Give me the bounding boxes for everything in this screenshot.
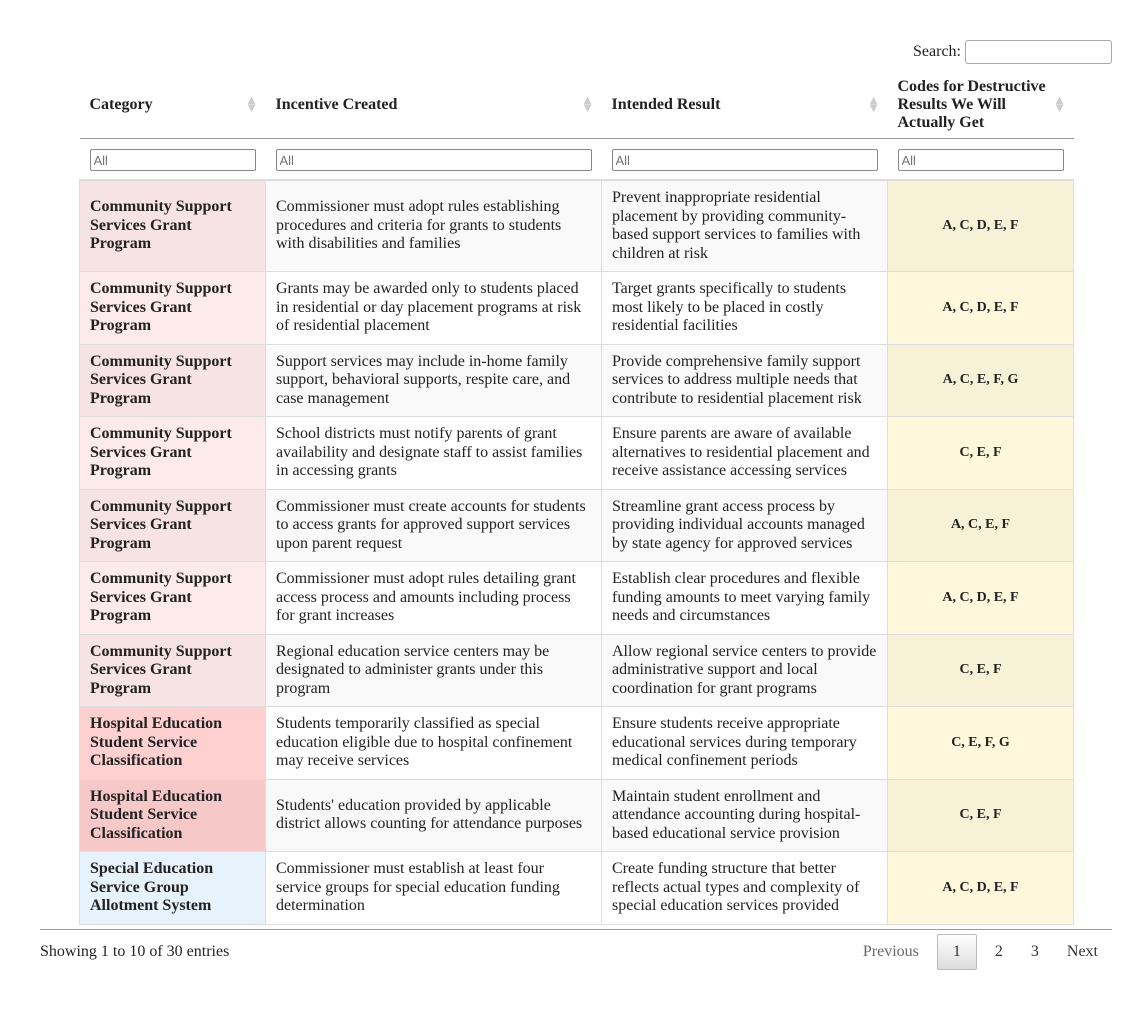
search-label: Search:: [913, 43, 961, 60]
cell-category: Community Support Services Grant Program: [79, 179, 266, 272]
cell-category: Community Support Services Grant Program: [79, 416, 266, 490]
column-header-incentive[interactable]: Incentive Created ▲ ▼: [265, 72, 602, 139]
cell-result: Target grants specifically to students m…: [601, 271, 888, 345]
page-button-3[interactable]: 3: [1030, 943, 1039, 960]
column-header-category[interactable]: Category ▲ ▼: [79, 72, 266, 139]
cell-category: Special Education Service Group Allotmen…: [79, 851, 266, 925]
cell-result: Allow regional service centers to provid…: [601, 633, 888, 707]
cell-codes: A, C, E, F: [887, 488, 1074, 562]
cell-incentive: School districts must notify parents of …: [265, 416, 602, 490]
table-row: Community Support Services Grant Program…: [79, 488, 1074, 562]
cell-codes: A, C, D, E, F: [887, 179, 1074, 272]
cell-codes: A, C, D, E, F: [887, 271, 1074, 345]
footer-divider: [40, 929, 1112, 930]
filter-input-category[interactable]: [89, 149, 256, 171]
cell-codes: C, E, F: [887, 416, 1074, 490]
cell-incentive: Support services may include in-home fam…: [265, 343, 602, 417]
search-area: Search:: [913, 40, 1112, 64]
data-table: Category ▲ ▼ Incentive Created ▲ ▼ Intended …: [79, 72, 1074, 925]
cell-incentive: Commissioner must create accounts for st…: [265, 488, 602, 562]
cell-codes: A, C, E, F, G: [887, 343, 1074, 417]
column-header-label: Intended Result: [611, 96, 721, 113]
cell-codes: A, C, D, E, F: [887, 851, 1074, 925]
cell-category: Hospital Education Student Service Class…: [79, 706, 266, 780]
table-row: Community Support Services Grant Program…: [79, 416, 1074, 490]
cell-result: Streamline grant access process by provi…: [601, 488, 888, 562]
sort-icon: ▲ ▼: [247, 95, 256, 114]
sort-icon: ▲ ▼: [583, 95, 592, 114]
cell-category: Community Support Services Grant Program: [79, 271, 266, 345]
cell-result: Create funding structure that better ref…: [601, 851, 888, 925]
pagination: Previous 1 2 3 Next: [849, 934, 1112, 970]
table-row: Community Support Services Grant Program…: [79, 343, 1074, 417]
column-header-result[interactable]: Intended Result ▲ ▼: [601, 72, 888, 139]
sort-icon: ▲ ▼: [869, 95, 878, 114]
cell-category: Community Support Services Grant Program: [79, 561, 266, 635]
cell-incentive: Commissioner must adopt rules detailing …: [265, 561, 602, 635]
cell-category: Community Support Services Grant Program: [79, 343, 266, 417]
filter-input-result[interactable]: [611, 149, 878, 171]
cell-result: Establish clear procedures and flexible …: [601, 561, 888, 635]
cell-result: Provide comprehensive family support ser…: [601, 343, 888, 417]
filter-input-incentive[interactable]: [275, 149, 592, 171]
cell-result: Prevent inappropriate residential placem…: [601, 179, 888, 272]
next-button[interactable]: Next: [1066, 943, 1098, 960]
cell-incentive: Grants may be awarded only to students p…: [265, 271, 602, 345]
cell-category: Community Support Services Grant Program: [79, 633, 266, 707]
cell-incentive: Students' education provided by applicab…: [265, 778, 602, 852]
filter-row: [79, 138, 1074, 181]
table-body: Community Support Services Grant Program…: [79, 179, 1074, 925]
cell-category: Hospital Education Student Service Class…: [79, 778, 266, 852]
cell-codes: A, C, D, E, F: [887, 561, 1074, 635]
table-row: Community Support Services Grant Program…: [79, 633, 1074, 707]
cell-incentive: Commissioner must establish at least fou…: [265, 851, 602, 925]
table-info: Showing 1 to 10 of 30 entries: [40, 943, 230, 960]
column-header-label: Codes for Destructive Results We Will Ac…: [897, 78, 1046, 131]
cell-codes: C, E, F: [887, 778, 1074, 852]
cell-incentive: Students temporarily classified as speci…: [265, 706, 602, 780]
search-input[interactable]: [965, 40, 1112, 64]
page-button-2[interactable]: 2: [994, 943, 1003, 960]
cell-incentive: Regional education service centers may b…: [265, 633, 602, 707]
sort-icon: ▲ ▼: [1055, 95, 1064, 114]
previous-button[interactable]: Previous: [862, 943, 919, 960]
table-row: Community Support Services Grant Program…: [79, 179, 1074, 272]
cell-result: Ensure parents are aware of available al…: [601, 416, 888, 490]
column-header-label: Category: [89, 96, 153, 113]
table-row: Community Support Services Grant Program…: [79, 271, 1074, 345]
table-row: Hospital Education Student Service Class…: [79, 706, 1074, 780]
column-header-codes[interactable]: Codes for Destructive Results We Will Ac…: [887, 72, 1074, 139]
table-row: Community Support Services Grant Program…: [79, 561, 1074, 635]
cell-category: Community Support Services Grant Program: [79, 488, 266, 562]
cell-incentive: Commissioner must adopt rules establishi…: [265, 179, 602, 272]
cell-result: Maintain student enrollment and attendan…: [601, 778, 888, 852]
page-button-1[interactable]: 1: [936, 934, 977, 970]
table-row: Special Education Service Group Allotmen…: [79, 851, 1074, 925]
table-row: Hospital Education Student Service Class…: [79, 778, 1074, 852]
column-header-label: Incentive Created: [275, 96, 398, 113]
cell-result: Ensure students receive appropriate educ…: [601, 706, 888, 780]
cell-codes: C, E, F, G: [887, 706, 1074, 780]
cell-codes: C, E, F: [887, 633, 1074, 707]
filter-input-codes[interactable]: [897, 149, 1064, 171]
header-row: Category ▲ ▼ Incentive Created ▲ ▼ Intended …: [79, 72, 1074, 139]
